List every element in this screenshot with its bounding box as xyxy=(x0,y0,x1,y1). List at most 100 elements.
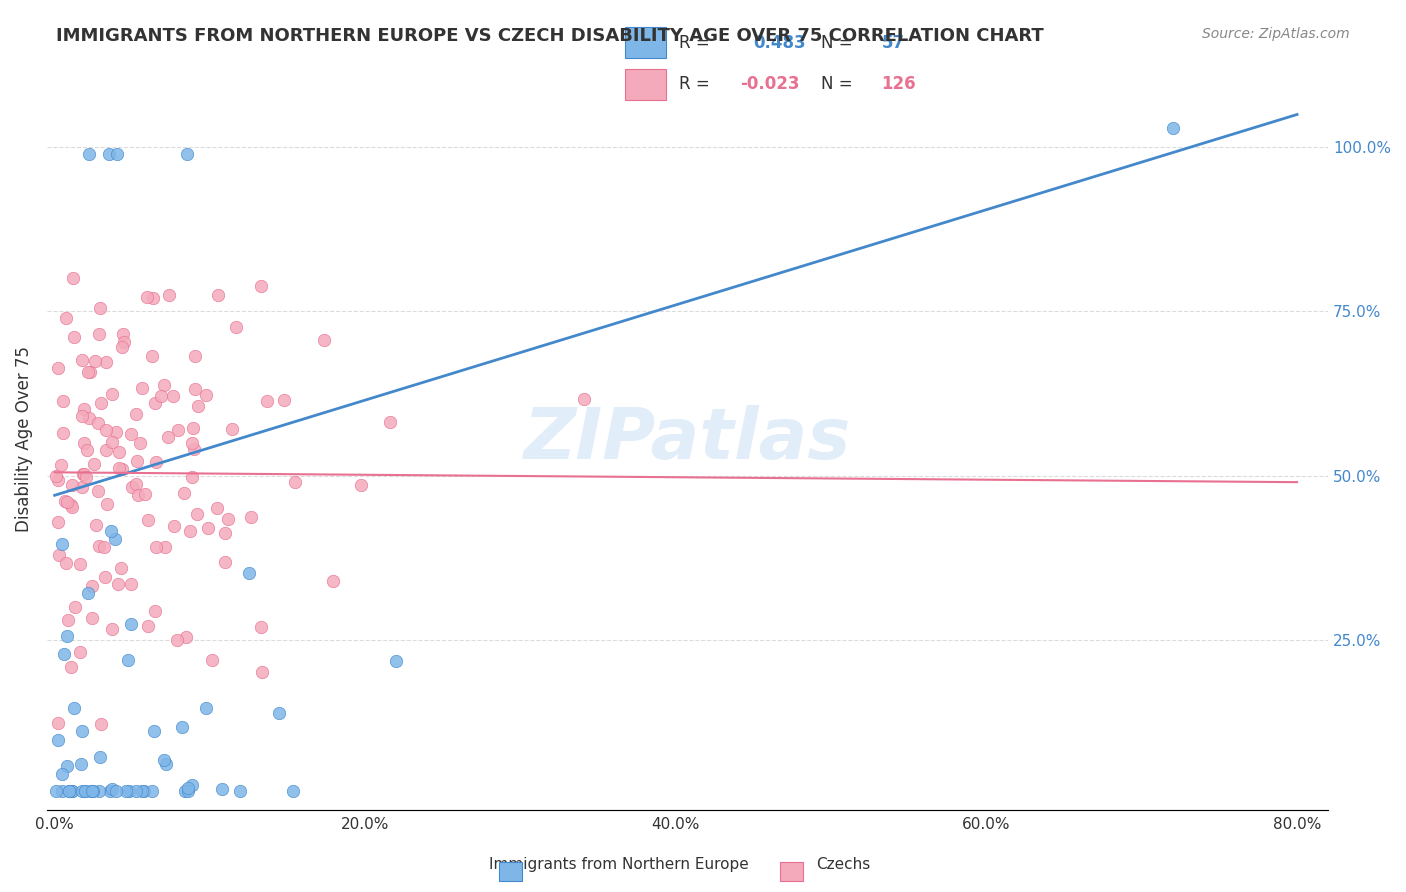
Point xyxy=(184,349,207,363)
Point xyxy=(125,784,148,798)
Point xyxy=(69,557,91,571)
Point xyxy=(70,757,93,772)
Point xyxy=(128,436,150,450)
Point xyxy=(127,487,149,501)
Point xyxy=(73,435,96,450)
Point xyxy=(256,394,278,409)
Point xyxy=(179,524,201,538)
Point xyxy=(105,784,128,798)
Point xyxy=(177,780,200,795)
Point xyxy=(197,521,219,535)
Point xyxy=(101,622,124,636)
Point xyxy=(134,487,156,501)
Point xyxy=(55,310,77,325)
Point xyxy=(101,781,124,796)
Point xyxy=(136,513,159,527)
Point xyxy=(73,784,96,798)
Point xyxy=(574,392,596,407)
Point xyxy=(59,498,82,512)
Point xyxy=(45,784,67,798)
Point xyxy=(211,781,233,796)
Point xyxy=(180,469,202,483)
Point xyxy=(94,570,117,584)
Point xyxy=(384,655,406,669)
Point xyxy=(163,518,186,533)
Point xyxy=(176,784,198,798)
Point xyxy=(53,494,76,508)
Point xyxy=(180,778,202,792)
Point xyxy=(120,427,142,442)
Point xyxy=(96,442,118,457)
Point xyxy=(52,425,75,440)
Point xyxy=(143,396,166,410)
Bar xyxy=(626,69,665,100)
Point xyxy=(73,467,96,482)
Point xyxy=(207,287,229,301)
Point xyxy=(89,750,111,764)
Point xyxy=(84,354,107,368)
Point xyxy=(72,467,94,481)
Point xyxy=(250,620,273,634)
Point xyxy=(87,483,110,498)
Point xyxy=(322,574,344,589)
Point xyxy=(134,784,156,798)
Point xyxy=(195,388,218,402)
Point xyxy=(217,512,239,526)
Text: R =: R = xyxy=(679,75,710,93)
Point xyxy=(108,444,131,458)
Point xyxy=(207,501,229,516)
Point xyxy=(115,784,138,798)
Point xyxy=(114,334,136,349)
Point xyxy=(187,400,209,414)
Point xyxy=(83,458,105,472)
Point xyxy=(174,630,197,644)
Text: IMMIGRANTS FROM NORTHERN EUROPE VS CZECH DISABILITY AGE OVER 75 CORRELATION CHAR: IMMIGRANTS FROM NORTHERN EUROPE VS CZECH… xyxy=(56,27,1045,45)
Point xyxy=(60,478,83,492)
Text: Czechs: Czechs xyxy=(817,857,870,872)
Point xyxy=(46,515,69,529)
Text: Immigrants from Northern Europe: Immigrants from Northern Europe xyxy=(489,857,748,872)
Point xyxy=(51,767,73,781)
Point xyxy=(89,327,111,342)
Point xyxy=(181,421,204,435)
Point xyxy=(127,453,149,467)
Point xyxy=(183,442,205,457)
Point xyxy=(49,458,72,472)
Point xyxy=(214,526,236,541)
Point xyxy=(46,716,69,731)
Point xyxy=(173,784,195,798)
Point xyxy=(149,389,172,403)
Point xyxy=(53,648,76,662)
Point xyxy=(51,537,73,551)
Point xyxy=(120,616,142,631)
Point xyxy=(184,382,207,396)
Point xyxy=(111,462,134,476)
Point xyxy=(96,497,118,511)
Point xyxy=(170,720,193,734)
Point xyxy=(267,706,290,721)
Point xyxy=(153,378,176,392)
Point xyxy=(100,784,122,798)
Point xyxy=(90,716,112,731)
Point xyxy=(250,279,273,293)
Point xyxy=(51,784,73,798)
Point xyxy=(60,784,83,798)
Point xyxy=(121,480,143,494)
Point xyxy=(63,600,86,615)
Point xyxy=(142,291,165,305)
Point xyxy=(378,416,401,430)
Point xyxy=(55,495,77,509)
Point xyxy=(281,784,304,798)
Point xyxy=(173,485,195,500)
Point xyxy=(350,478,373,492)
Point xyxy=(72,723,94,738)
Point xyxy=(101,434,124,449)
Point xyxy=(105,147,128,161)
Point xyxy=(72,409,94,423)
Point xyxy=(125,477,148,491)
Point xyxy=(84,518,107,533)
Point xyxy=(77,586,100,600)
Point xyxy=(162,388,184,402)
Point xyxy=(82,611,104,625)
Text: Source: ZipAtlas.com: Source: ZipAtlas.com xyxy=(1202,27,1350,41)
